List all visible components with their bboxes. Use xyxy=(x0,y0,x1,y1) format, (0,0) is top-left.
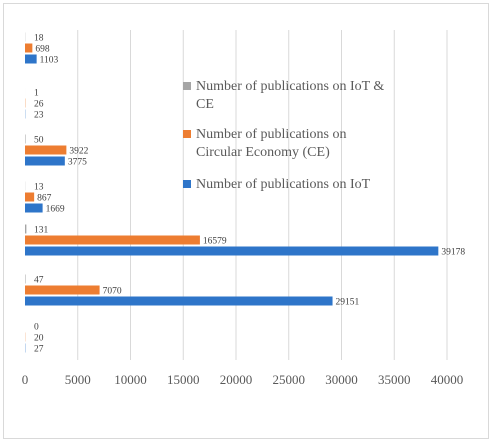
x-tick-label: 15000 xyxy=(167,372,200,387)
data-label: 3775 xyxy=(68,158,87,168)
square-swatch-icon xyxy=(183,130,191,138)
legend-label: Number of publications on IoT xyxy=(196,177,371,192)
data-label: 18 xyxy=(34,34,44,44)
bar xyxy=(25,203,43,213)
bar xyxy=(25,134,26,144)
bar xyxy=(25,246,439,256)
data-label: 698 xyxy=(35,45,50,55)
bar xyxy=(25,145,67,155)
x-tick-label: 20000 xyxy=(220,372,253,387)
data-label: 16579 xyxy=(203,237,227,247)
x-tick-label: 30000 xyxy=(325,372,358,387)
data-label: 47 xyxy=(34,276,44,286)
legend-label: Number of publications on IoT & xyxy=(196,79,384,94)
data-label: 39178 xyxy=(441,248,465,258)
bars xyxy=(25,32,439,353)
x-tick-label: 5000 xyxy=(65,372,91,387)
x-tick-label: 35000 xyxy=(378,372,411,387)
data-label: 13 xyxy=(34,183,44,193)
data-label: 1 xyxy=(34,89,39,99)
data-label: 20 xyxy=(34,334,44,344)
bar xyxy=(25,54,37,64)
square-swatch-icon xyxy=(183,82,191,90)
data-label: 1669 xyxy=(46,205,65,215)
data-label: 7070 xyxy=(103,287,122,297)
data-label: 27 xyxy=(34,345,44,355)
legend-label: Circular Economy (CE) xyxy=(196,145,330,160)
x-tick-label: 25000 xyxy=(273,372,306,387)
square-swatch-icon xyxy=(183,180,191,188)
bar xyxy=(25,285,100,295)
x-tick-label: 10000 xyxy=(114,372,147,387)
bar xyxy=(25,192,35,202)
data-label: 131 xyxy=(34,226,49,236)
data-label: 29151 xyxy=(336,298,360,308)
x-axis-ticks: 0 5000 10000 15000 20000 25000 30000 35000 40000 xyxy=(22,372,464,387)
bar xyxy=(25,156,65,166)
bar xyxy=(25,296,333,306)
legend: Number of publications on IoT & CE Number … xyxy=(183,79,384,192)
legend-label: Number of publications on xyxy=(196,127,346,142)
bar xyxy=(25,43,33,53)
data-label: 23 xyxy=(34,111,44,121)
data-label: 50 xyxy=(34,136,44,146)
x-tick-label: 40000 xyxy=(431,372,464,387)
bar xyxy=(25,235,200,245)
data-label: 3922 xyxy=(69,147,88,157)
data-label: 867 xyxy=(37,194,52,204)
chart-frame xyxy=(3,3,489,439)
legend-label: CE xyxy=(196,97,214,112)
data-label: 1103 xyxy=(40,56,59,66)
bar xyxy=(25,224,27,234)
x-tick-label: 0 xyxy=(22,372,29,387)
data-label: 26 xyxy=(34,100,44,110)
data-label: 0 xyxy=(34,323,39,333)
